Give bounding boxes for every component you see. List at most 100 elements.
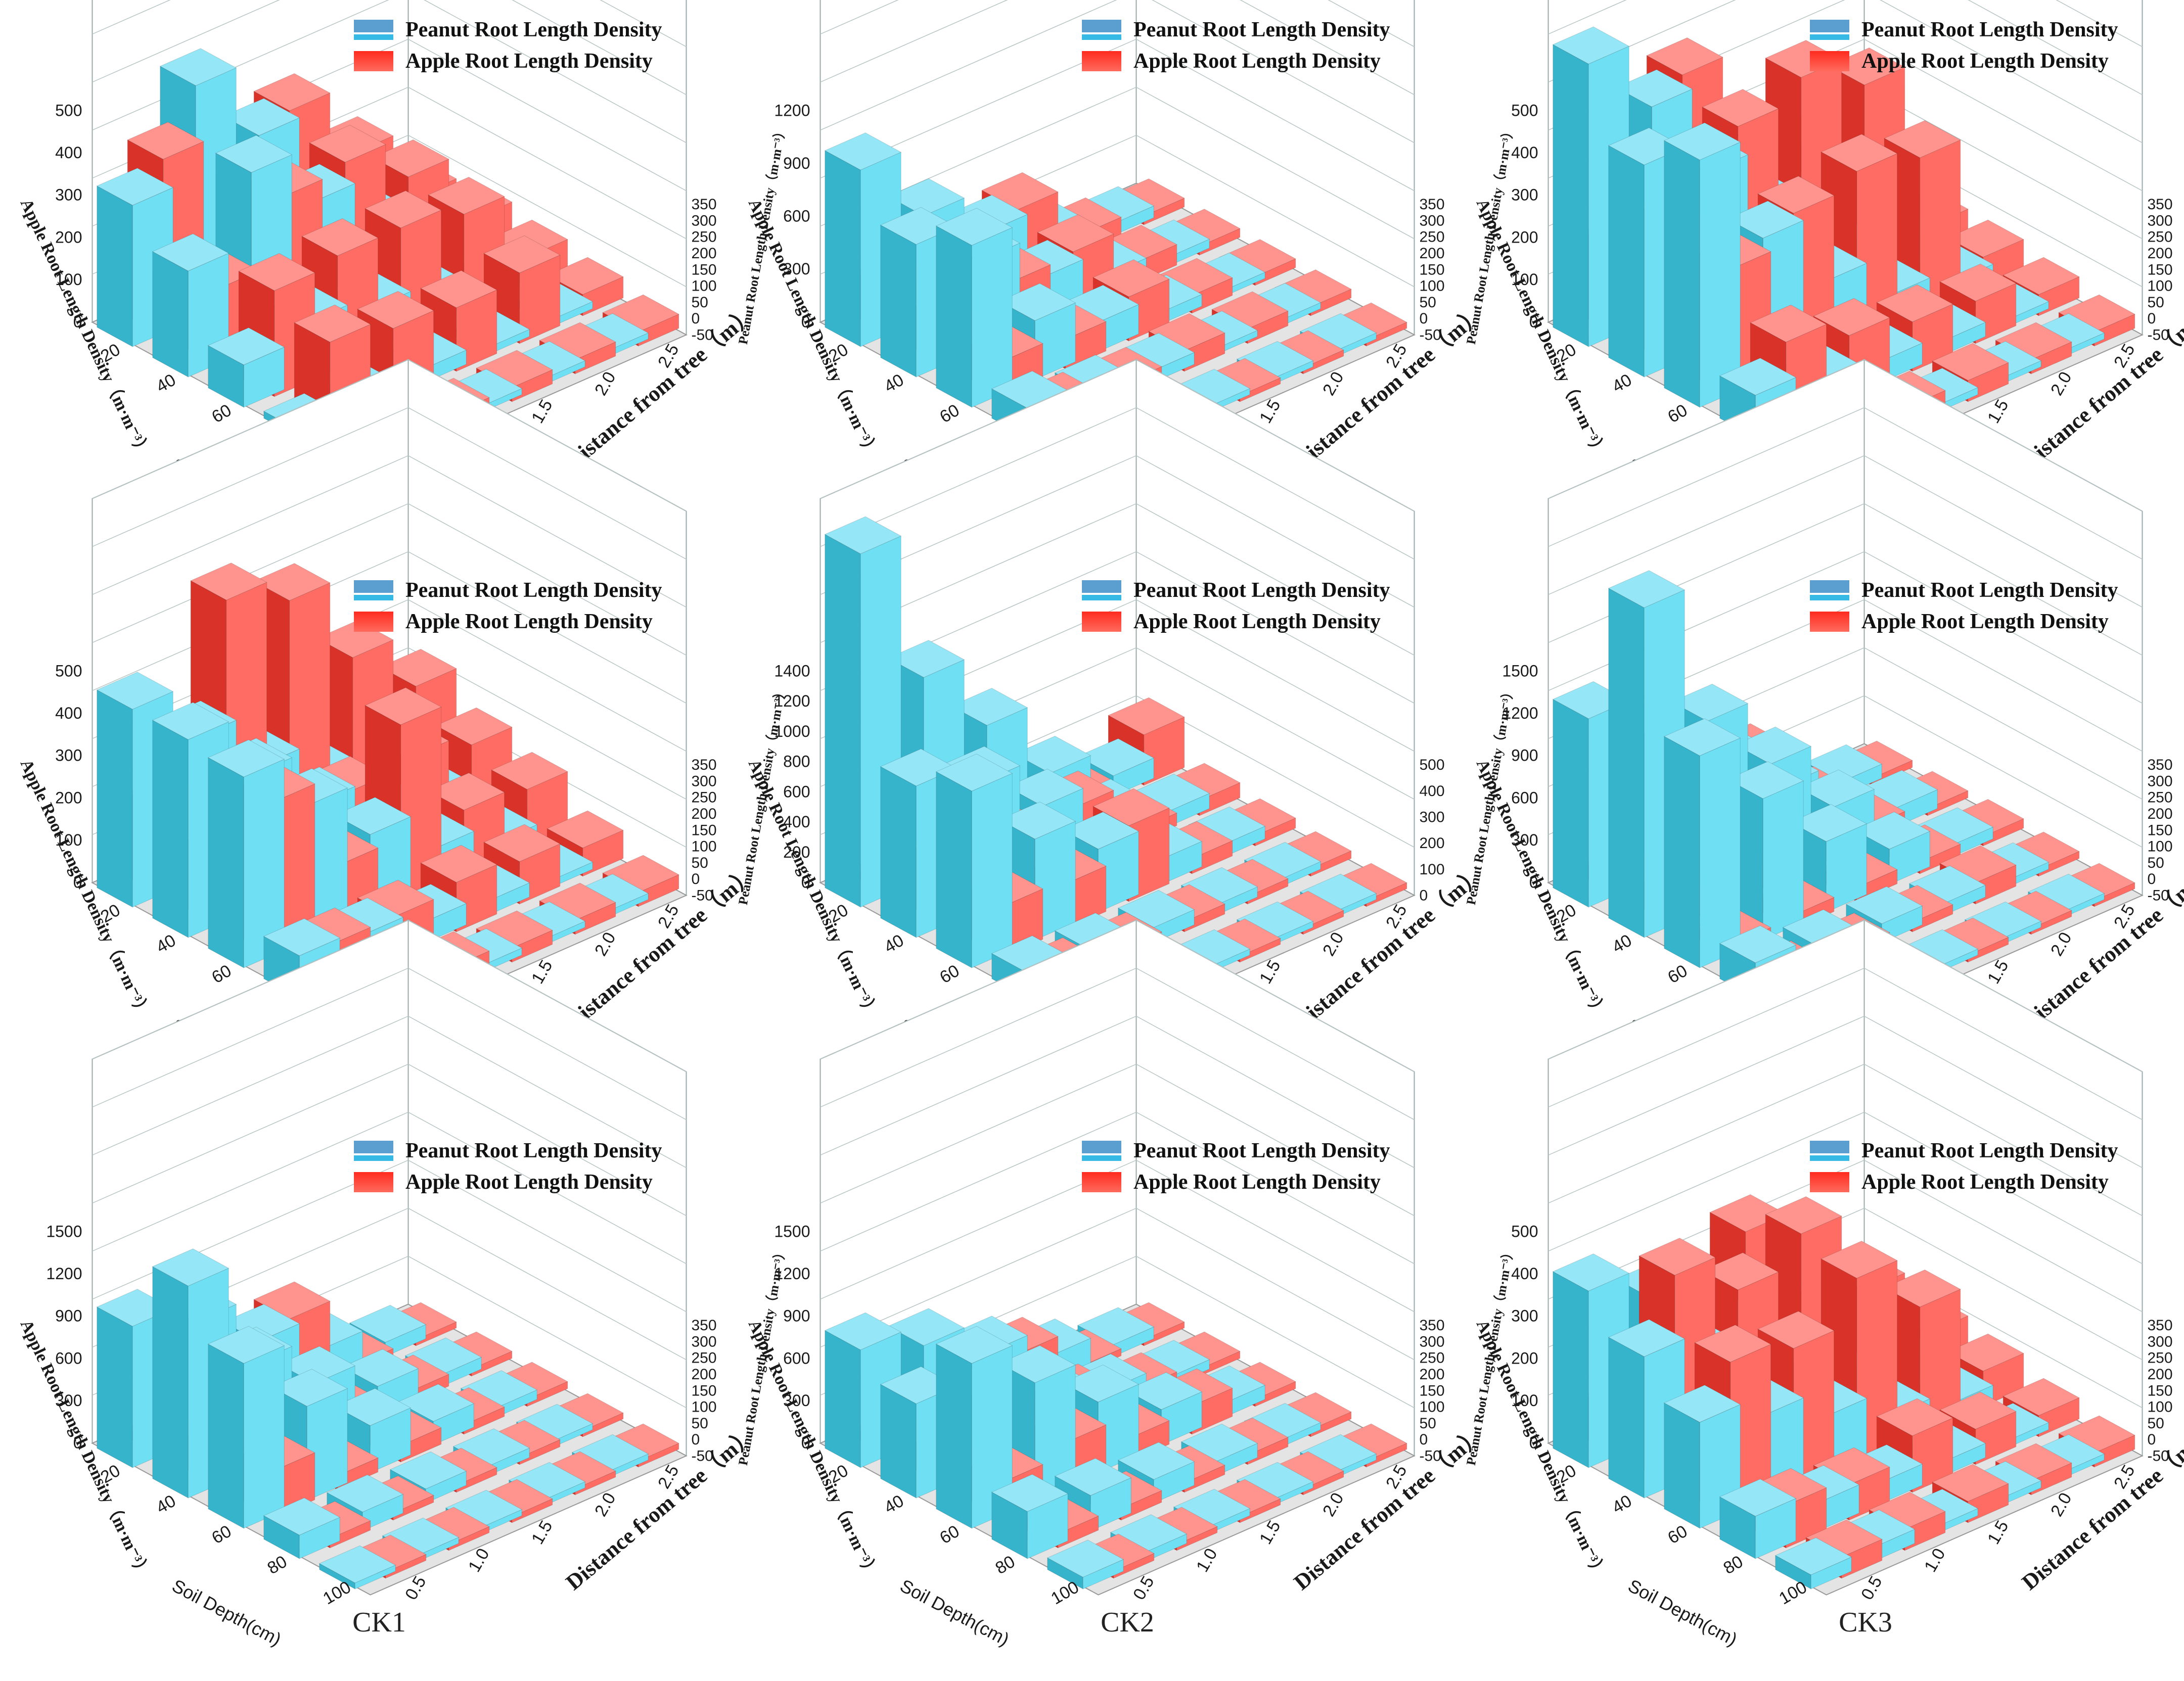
right-z-tick-label: 100 <box>2148 838 2173 855</box>
peanut-bar-face-front <box>1664 1402 1700 1529</box>
right-z-tick-label: 50 <box>692 1415 708 1432</box>
peanut-bar-face-front <box>1553 44 1589 347</box>
wall-gridline <box>424 0 687 144</box>
apple-bar-face-top <box>1702 1252 1779 1290</box>
right-z-tick-label: 0 <box>1420 1431 1428 1448</box>
peanut-bar-face-side <box>243 1345 285 1529</box>
wall-gridline <box>1548 503 1864 643</box>
peanut-bar-face-side <box>971 227 1013 408</box>
legend: Peanut Root Length Density Apple Root Len… <box>1810 14 2118 77</box>
wall-gridline <box>1864 407 2143 560</box>
wall-gridline <box>408 551 687 704</box>
x-tick-label: 60 <box>1665 1522 1691 1548</box>
peanut-bar-face-top <box>887 1308 965 1346</box>
peanut-bar-face-top <box>1734 726 1812 765</box>
apple-bar-face-top <box>253 73 331 111</box>
wall-gridline <box>408 919 687 1072</box>
peanut-bar <box>1719 1478 1797 1559</box>
x-tick-label: 60 <box>209 401 235 427</box>
legend-label-apple: Apple Root Length Density <box>405 1171 653 1194</box>
peanut-bar <box>824 516 902 908</box>
wall-gridline <box>820 967 1136 1108</box>
legend-label-apple: Apple Root Length Density <box>405 610 653 633</box>
peanut-bar <box>96 168 174 347</box>
left-z-tick-label: 200 <box>783 843 810 861</box>
peanut-bar-face-top <box>1853 811 1931 850</box>
right-z-tick-label: 200 <box>1420 245 1445 262</box>
x-tick-label: 40 <box>1609 370 1635 397</box>
wall-gridline <box>1136 1159 1415 1313</box>
chart-panel-ck3: 20 40 60 80 100 Soil Depth(cm) 0.5 1.0 1.5 2.0 2.5… <box>1456 919 2184 1681</box>
peanut-bar-face-front <box>936 1343 972 1529</box>
apple-bar-face-top <box>1765 1196 1842 1234</box>
left-z-tick-label: 1500 <box>46 1223 82 1241</box>
wall-gridline <box>1136 647 1415 800</box>
apple-bar-face-top <box>2003 257 2080 295</box>
peanut-bar-face-top <box>1608 1319 1686 1357</box>
right-z-tick-label: -50 <box>2148 327 2169 344</box>
legend-label-peanut: Peanut Root Length Density <box>1861 1139 2118 1162</box>
wall-gridline <box>408 1111 687 1265</box>
legend-item-peanut: Peanut Root Length Density <box>1810 575 2118 606</box>
left-z-tick-label: 100 <box>1511 1391 1538 1410</box>
peanut-bar-face-top <box>318 1545 396 1583</box>
right-z-tick-label: 0 <box>2148 1431 2156 1448</box>
peanut-bar <box>207 327 285 408</box>
left-z-tick-label: 500 <box>55 102 82 120</box>
left-z-tick-label: 0 <box>73 313 82 331</box>
legend-item-peanut: Peanut Root Length Density <box>1810 1135 2118 1166</box>
apple-bar-face-top <box>1093 788 1170 826</box>
peanut-bar-face-top <box>1117 1442 1195 1480</box>
apple-swatch-icon <box>1082 51 1121 71</box>
wall-gridline <box>600 0 687 48</box>
wall-gridline <box>408 599 687 752</box>
peanut-bar-face-top <box>1125 1372 1203 1410</box>
wall-gridline <box>408 86 687 240</box>
peanut-bar-face-front <box>97 1306 133 1468</box>
wall-gridline <box>1136 1207 1415 1361</box>
apple-bar-face-top <box>1694 1324 1771 1363</box>
peanut-bar-face-top <box>334 1388 412 1426</box>
x-axis-label: Soil Depth(cm) <box>897 1575 1013 1650</box>
right-z-tick-label: 100 <box>2148 278 2173 295</box>
right-z-tick-label: 350 <box>2148 196 2173 213</box>
apple-swatch-icon <box>354 612 393 632</box>
legend-label-apple: Apple Root Length Density <box>1133 610 1381 633</box>
legend-label-peanut: Peanut Root Length Density <box>1133 18 1390 41</box>
peanut-bar-face-top <box>1797 769 1875 808</box>
wall-gridline <box>1136 1063 1415 1217</box>
apple-bar-face-top <box>483 824 561 862</box>
x-tick-label: 40 <box>881 1491 907 1518</box>
right-z-tick-label: 50 <box>1420 294 1436 311</box>
left-z-tick-label: 1200 <box>774 1265 810 1283</box>
right-z-tick-label: 50 <box>692 294 708 311</box>
right-z-tick-label: 150 <box>692 1382 717 1399</box>
legend-item-apple: Apple Root Length Density <box>1082 1166 1390 1198</box>
right-z-tick-label: 200 <box>2148 1366 2173 1383</box>
apple-bar-face-top <box>253 563 331 601</box>
peanut-bar-face-top <box>1719 1478 1797 1517</box>
left-z-tick-label: 300 <box>1511 1307 1538 1325</box>
left-z-tick-label: 600 <box>783 1349 810 1367</box>
legend-label-peanut: Peanut Root Length Density <box>405 579 662 602</box>
legend: Peanut Root Length Density Apple Root Len… <box>354 1135 662 1198</box>
wall-gridline <box>1864 455 2143 608</box>
x-tick-label: 40 <box>1609 1491 1635 1518</box>
legend-label-apple: Apple Root Length Density <box>1133 1171 1381 1194</box>
peanut-bar-face-top <box>950 688 1028 726</box>
peanut-bar-face-top <box>152 702 230 740</box>
peanut-bar-face-top <box>152 1248 230 1286</box>
right-z-tick-label: -50 <box>692 888 713 904</box>
left-z-tick-label: 900 <box>783 154 810 172</box>
peanut-swatch-icon <box>1082 1141 1121 1161</box>
right-z-tick-label: 150 <box>2148 1382 2173 1399</box>
left-z-tick-label: 600 <box>783 207 810 225</box>
x-tick-label: 80 <box>992 1552 1019 1578</box>
apple-bar-face-top <box>1876 284 1953 322</box>
apple-bar-face-top <box>1639 1238 1716 1276</box>
apple-bar-face-top <box>294 304 371 343</box>
wall-gridline <box>408 359 687 512</box>
peanut-bar-face-top <box>263 918 341 956</box>
wall-gridline <box>92 503 408 643</box>
x-tick-label: 60 <box>1665 961 1691 988</box>
